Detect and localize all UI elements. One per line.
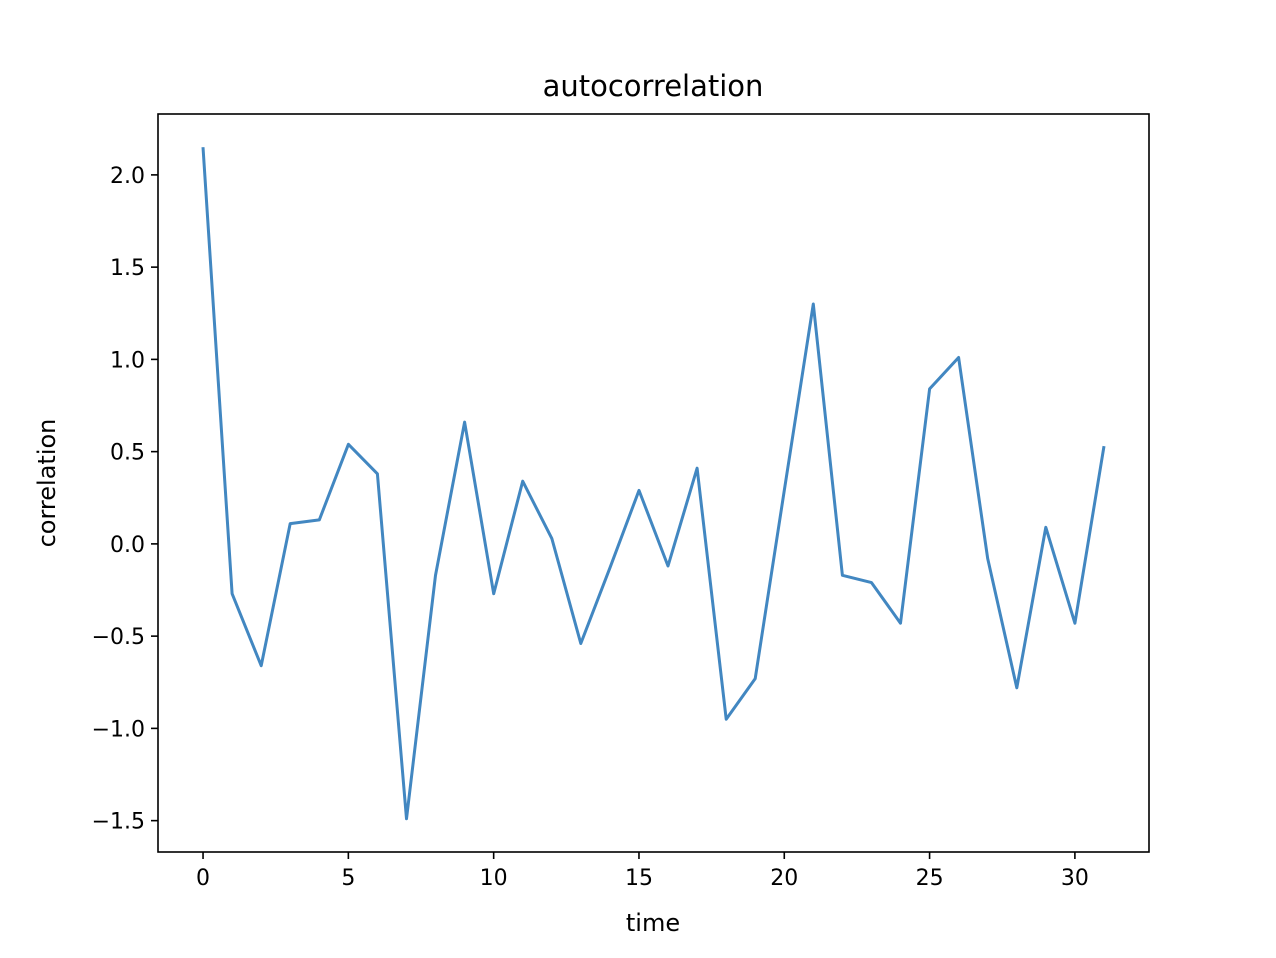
y-tick-label: 0.0 xyxy=(110,533,145,558)
axes-frame xyxy=(157,113,1150,853)
x-axis-label: time xyxy=(626,909,680,937)
x-tick-label: 20 xyxy=(770,866,798,891)
x-tick-label: 25 xyxy=(916,866,944,891)
x-tick-label: 0 xyxy=(196,866,210,891)
x-tick-label: 30 xyxy=(1061,866,1089,891)
y-axis: −1.5 −1.0 −0.5 0.0 0.5 1.0 1.5 2.0 xyxy=(92,164,158,835)
y-tick-label: −1.5 xyxy=(92,810,145,835)
x-tick-label: 10 xyxy=(480,866,508,891)
chart-title: autocorrelation xyxy=(543,69,764,103)
y-tick-label: 0.5 xyxy=(110,441,145,466)
y-axis-label: correlation xyxy=(33,419,61,548)
x-tick-label: 15 xyxy=(625,866,653,891)
x-axis: 0 5 10 15 20 25 30 xyxy=(196,852,1089,891)
x-tick-label: 5 xyxy=(341,866,355,891)
y-tick-label: 1.0 xyxy=(110,348,145,373)
autocorrelation-series-line xyxy=(201,147,1106,821)
y-tick-label: 2.0 xyxy=(110,164,145,189)
y-tick-label: −0.5 xyxy=(92,625,145,650)
plot-area xyxy=(201,147,1106,821)
y-tick-label: −1.0 xyxy=(92,717,145,742)
y-tick-label: 1.5 xyxy=(110,256,145,281)
